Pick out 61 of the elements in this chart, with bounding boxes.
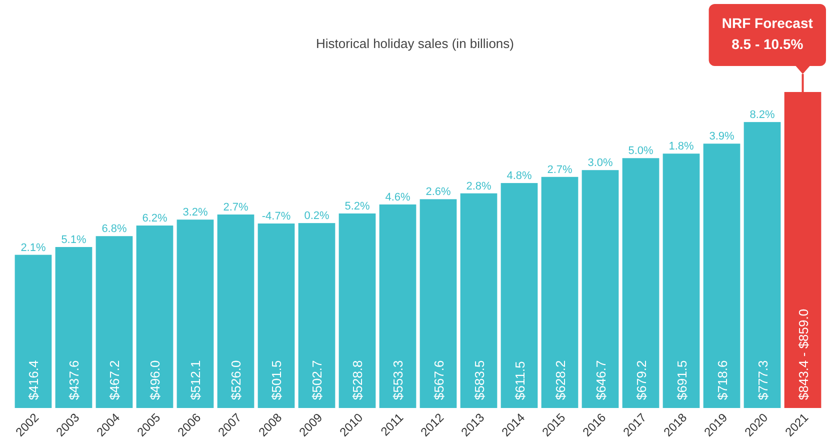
annotation: 5.2% [344,200,370,212]
chart-title: Historical holiday sales (in billions) [316,36,514,51]
bar [379,204,416,408]
annotation: 4.8% [506,170,532,182]
bar [662,154,700,408]
bar [582,170,619,408]
annotation: 2.7% [547,164,573,176]
annotation: 3.0% [588,157,614,170]
bar [136,226,174,408]
data-label: $679.2 [634,360,649,400]
bar [96,236,133,408]
annotation: 3.9% [709,130,735,143]
data-label: $646.7 [593,360,608,400]
bar [420,199,457,408]
annotation: 0.2% [304,210,330,222]
annotation: 5.1% [61,234,86,246]
annotation: 2.1% [20,242,46,254]
bar [744,122,781,408]
data-label: $512.1 [188,360,204,400]
bar [703,144,740,408]
bar [500,183,538,408]
annotation: 2.8% [466,180,492,192]
annotation: 2.7% [223,202,248,214]
data-label: $528.8 [350,360,366,400]
bar [784,92,822,408]
annotation: 1.8% [668,140,694,153]
bar [298,223,336,408]
bar [258,224,295,408]
data-label: $567.6 [431,360,446,400]
data-label: $718.6 [714,360,730,400]
data-label: $553.3 [390,360,406,400]
data-label: $526.0 [228,360,244,400]
annotation: 6.8% [102,223,127,236]
bar [460,193,498,408]
bar [622,158,660,408]
bar [541,176,578,408]
annotation: 2.6% [426,186,452,198]
data-label: $628.2 [552,360,568,400]
bar [217,214,254,408]
data-label: $496.0 [148,360,163,400]
annotation: 5.0% [628,145,654,158]
annotation: -4.7% [262,210,291,223]
data-label: $501.5 [269,360,284,400]
annotation: 4.6% [385,191,410,204]
data-label: $583.5 [472,360,487,400]
data-label: $611.5 [512,361,528,400]
annotation: 8.2% [750,109,776,122]
data-label: $502.7 [310,360,325,400]
data-label: $416.4 [26,360,42,400]
data-label: $691.5 [674,360,690,400]
annotation: 3.2% [182,206,208,219]
text: NRF Forecast 8.5 - 10.5% [722,15,814,52]
annotation: 6.2% [142,212,168,225]
bar [338,213,376,408]
data-label: $437.6 [66,360,82,400]
data-label: $777.3 [755,360,770,400]
bar [176,220,214,408]
bar [55,247,92,408]
bar [14,254,52,408]
annotation: $843.4 - $859.0 [796,308,811,400]
data-label: $467.2 [107,360,122,400]
